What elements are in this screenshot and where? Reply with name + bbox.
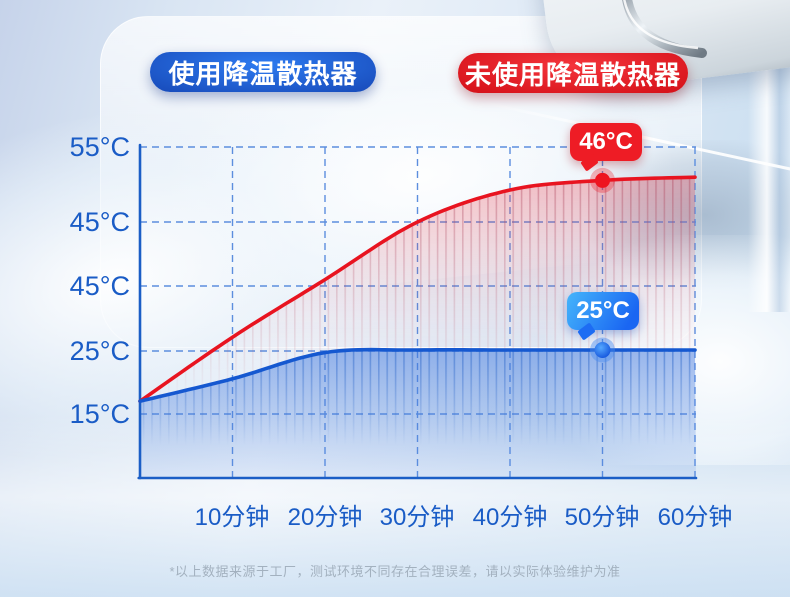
y-tick-15c: 15°C xyxy=(69,399,130,429)
legend-badge-with-cooler: 使用降温散热器 xyxy=(150,52,376,92)
y-tick-25c: 25°C xyxy=(69,336,130,366)
x-tick-30min: 30分钟 xyxy=(379,504,455,531)
callout-bubble-46c: 46°C xyxy=(570,123,642,161)
y-tick-45c-2: 45°C xyxy=(69,271,130,301)
x-tick-10min: 10分钟 xyxy=(194,504,270,531)
callout-bubble-25c: 25°C xyxy=(567,292,639,330)
data-point-with-cooler xyxy=(590,337,615,363)
chart-axes xyxy=(137,143,698,480)
series-area-with-cooler-hatch xyxy=(140,349,696,478)
disclaimer-text: *以上数据来源于工厂，测试环境不同存在合理误差，请以实际体验维护为准 xyxy=(169,564,621,579)
legend-badge-without-cooler: 未使用降温散热器 xyxy=(458,53,688,93)
series-area-without-cooler xyxy=(140,177,695,402)
device-chrome-rim-icon xyxy=(622,0,707,58)
x-tick-20min: 20分钟 xyxy=(287,504,363,531)
x-tick-60min: 60分钟 xyxy=(657,504,733,531)
y-tick-55c: 55°C xyxy=(69,132,130,162)
y-tick-45c: 45°C xyxy=(69,207,130,237)
x-tick-50min: 50分钟 xyxy=(564,504,640,531)
x-tick-40min: 40分钟 xyxy=(472,504,548,531)
data-point-without-cooler xyxy=(590,167,615,193)
